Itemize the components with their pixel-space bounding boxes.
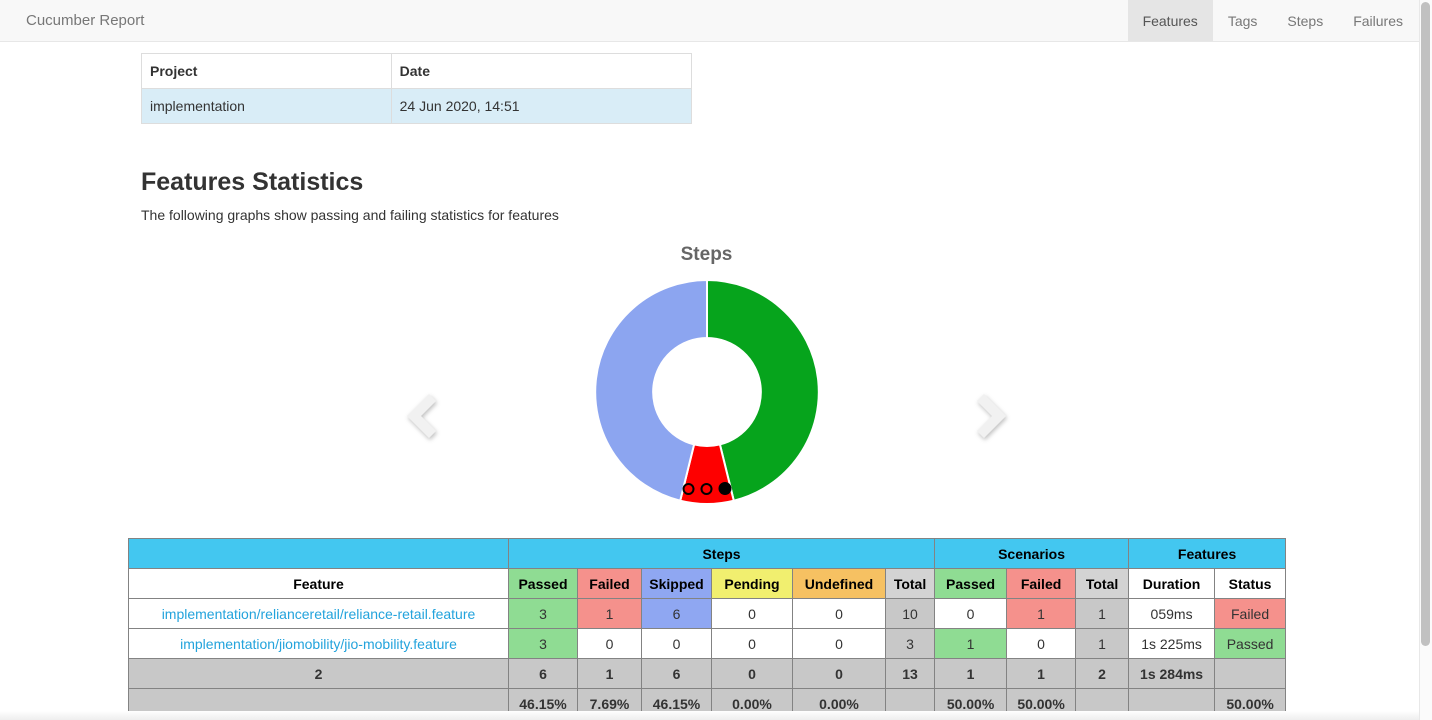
col-steps-total: Total bbox=[884, 568, 936, 599]
navbar: Cucumber Report Features Tags Steps Fail… bbox=[0, 0, 1432, 42]
brand-title[interactable]: Cucumber Report bbox=[26, 12, 145, 29]
cell-steps-passed: 3 bbox=[508, 628, 578, 659]
project-info-table: Project Date implementation 24 Jun 2020,… bbox=[141, 53, 693, 124]
chart-carousel: Steps bbox=[128, 244, 1285, 512]
col-steps-undefined: Undefined bbox=[792, 568, 886, 599]
totals-row: 2 6 1 6 0 0 13 1 1 2 1s 284ms bbox=[128, 658, 1287, 689]
cell-steps-failed: 0 bbox=[577, 628, 642, 659]
cell-steps-skipped: 0 bbox=[641, 628, 712, 659]
totals-duration: 1s 284ms bbox=[1128, 658, 1216, 689]
feature-link[interactable]: implementation/jiomobility/jio-mobility.… bbox=[180, 635, 457, 652]
project-header-row: Project Date bbox=[141, 53, 693, 89]
cell-scenarios-passed: 1 bbox=[934, 628, 1008, 659]
chart-title: Steps bbox=[680, 244, 733, 265]
cell-steps-total: 10 bbox=[884, 598, 936, 629]
feature-cell: implementation/jiomobility/jio-mobility.… bbox=[128, 628, 509, 659]
steps-donut-svg bbox=[593, 279, 820, 505]
page-subtitle: The following graphs show passing and fa… bbox=[141, 207, 559, 223]
tab-failures[interactable]: Failures bbox=[1353, 13, 1403, 29]
group-empty bbox=[128, 538, 509, 569]
cell-duration: 1s 225ms bbox=[1128, 628, 1216, 659]
project-row: implementation 24 Jun 2020, 14:51 bbox=[141, 88, 693, 124]
group-steps: Steps bbox=[507, 538, 936, 569]
cell-scenarios-failed: 0 bbox=[1006, 628, 1077, 659]
chevron-left-icon bbox=[406, 393, 437, 439]
totals-steps-pending: 0 bbox=[711, 658, 793, 689]
totals-scenarios-total: 2 bbox=[1075, 658, 1130, 689]
cell-steps-passed: 3 bbox=[508, 598, 578, 629]
col-scenarios-failed: Failed bbox=[1006, 568, 1077, 599]
cell-steps-undefined: 0 bbox=[792, 598, 886, 629]
cell-duration: 059ms bbox=[1128, 598, 1216, 629]
col-feature: Feature bbox=[128, 568, 509, 599]
totals-status bbox=[1214, 658, 1287, 689]
col-scenarios-total: Total bbox=[1075, 568, 1130, 599]
totals-steps-passed: 6 bbox=[508, 658, 578, 689]
col-steps-pending: Pending bbox=[711, 568, 793, 599]
feature-cell: implementation/relianceretail/reliance-r… bbox=[128, 598, 509, 629]
project-name: implementation bbox=[141, 88, 392, 124]
status-badge: Failed bbox=[1214, 598, 1287, 629]
date-header: Date bbox=[390, 53, 693, 89]
cell-steps-total: 3 bbox=[884, 628, 936, 659]
col-status: Status bbox=[1214, 568, 1287, 599]
nav-tabs: Features Tags Steps Failures bbox=[1127, 0, 1418, 41]
carousel-prev-button[interactable] bbox=[404, 393, 438, 439]
carousel-dots bbox=[682, 482, 731, 495]
cell-scenarios-failed: 1 bbox=[1006, 598, 1077, 629]
tab-features[interactable]: Features bbox=[1127, 0, 1213, 41]
totals-steps-failed: 1 bbox=[577, 658, 642, 689]
col-steps-failed: Failed bbox=[577, 568, 642, 599]
cell-scenarios-total: 1 bbox=[1075, 598, 1130, 629]
table-row: implementation/relianceretail/reliance-r… bbox=[128, 598, 1287, 629]
cell-steps-skipped: 6 bbox=[641, 598, 712, 629]
column-header-row: Feature Passed Failed Skipped Pending Un… bbox=[128, 568, 1287, 599]
totals-steps-undefined: 0 bbox=[792, 658, 886, 689]
group-header-row: Steps Scenarios Features bbox=[128, 538, 1287, 569]
page-title: Features Statistics bbox=[141, 168, 364, 196]
cell-steps-undefined: 0 bbox=[792, 628, 886, 659]
scrollbar-thumb[interactable] bbox=[1421, 2, 1430, 646]
feature-link[interactable]: implementation/relianceretail/reliance-r… bbox=[161, 605, 476, 622]
cell-steps-pending: 0 bbox=[711, 628, 793, 659]
cell-steps-failed: 1 bbox=[577, 598, 642, 629]
chevron-right-icon bbox=[976, 393, 1007, 439]
group-features: Features bbox=[1128, 538, 1287, 569]
totals-scenarios-passed: 1 bbox=[934, 658, 1008, 689]
carousel-dot-1[interactable] bbox=[682, 482, 694, 495]
col-steps-skipped: Skipped bbox=[641, 568, 712, 599]
col-duration: Duration bbox=[1128, 568, 1216, 599]
main-content: Project Date implementation 24 Jun 2020,… bbox=[128, 53, 1287, 719]
totals-steps-skipped: 6 bbox=[641, 658, 712, 689]
col-scenarios-passed: Passed bbox=[934, 568, 1008, 599]
group-scenarios: Scenarios bbox=[934, 538, 1130, 569]
totals-steps-total: 13 bbox=[884, 658, 936, 689]
cell-scenarios-passed: 0 bbox=[934, 598, 1008, 629]
tab-tags[interactable]: Tags bbox=[1227, 13, 1258, 29]
project-date: 24 Jun 2020, 14:51 bbox=[390, 88, 693, 124]
status-badge: Passed bbox=[1214, 628, 1287, 659]
totals-scenarios-failed: 1 bbox=[1006, 658, 1077, 689]
table-row: implementation/jiomobility/jio-mobility.… bbox=[128, 628, 1287, 659]
tab-steps[interactable]: Steps bbox=[1287, 13, 1324, 29]
carousel-next-button[interactable] bbox=[975, 393, 1009, 439]
carousel-dot-3[interactable] bbox=[718, 482, 731, 495]
totals-feature-count: 2 bbox=[128, 658, 509, 689]
features-statistics-table: Steps Scenarios Features Feature Passed … bbox=[128, 538, 1287, 719]
carousel-dot-2[interactable] bbox=[700, 482, 712, 495]
col-steps-passed: Passed bbox=[508, 568, 578, 599]
cell-steps-pending: 0 bbox=[711, 598, 793, 629]
project-header: Project bbox=[141, 53, 392, 89]
page-bottom-strip bbox=[0, 711, 1432, 720]
cell-scenarios-total: 1 bbox=[1075, 628, 1130, 659]
